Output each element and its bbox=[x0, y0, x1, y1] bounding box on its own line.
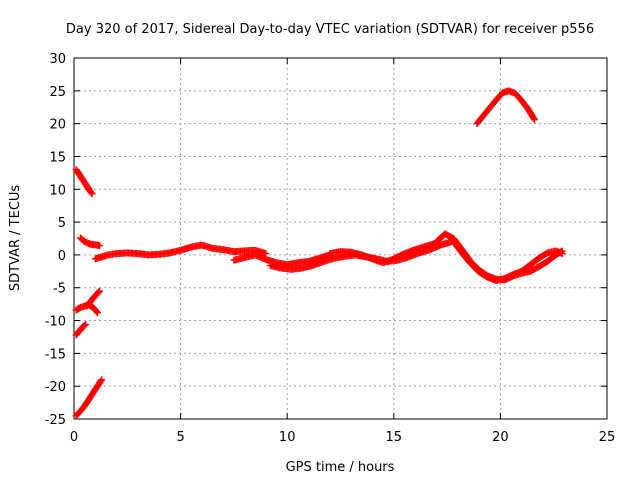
series-arc11 bbox=[83, 287, 104, 310]
x-tick-label: 15 bbox=[386, 430, 403, 445]
y-axis: -25 -20 -15 -10 -5 0 5 10 15 20 25 30 bbox=[45, 52, 607, 428]
y-tick-label: 5 bbox=[58, 216, 66, 231]
data-point bbox=[95, 288, 103, 296]
data-point bbox=[82, 320, 90, 328]
data-point bbox=[97, 377, 105, 385]
data-point bbox=[87, 189, 95, 197]
data-point bbox=[88, 190, 96, 198]
y-tick-label: 15 bbox=[49, 150, 66, 165]
series-arc12 bbox=[72, 320, 90, 339]
series-arc2 bbox=[76, 234, 104, 250]
series-arc4 bbox=[230, 251, 334, 269]
y-tick-label: 25 bbox=[49, 85, 66, 100]
x-axis-label: GPS time / hours bbox=[286, 460, 395, 475]
data-points bbox=[72, 87, 566, 420]
x-axis: 0 5 10 15 20 25 bbox=[70, 58, 615, 445]
data-point bbox=[531, 116, 539, 124]
x-tick-label: 25 bbox=[599, 430, 616, 445]
data-point bbox=[262, 250, 270, 258]
y-tick-label: -20 bbox=[45, 380, 66, 395]
series-arc9 bbox=[473, 87, 539, 128]
series-arc6 bbox=[326, 239, 440, 267]
y-tick-label: -25 bbox=[45, 413, 66, 428]
series-arc3 bbox=[91, 241, 270, 263]
data-point bbox=[558, 250, 566, 258]
y-tick-label: 30 bbox=[49, 52, 66, 67]
y-tick-label: -10 bbox=[45, 315, 66, 330]
series-arc1 bbox=[72, 166, 96, 198]
y-tick-label: 10 bbox=[49, 183, 66, 198]
y-tick-label: 0 bbox=[58, 249, 66, 264]
x-tick-label: 5 bbox=[176, 430, 184, 445]
series-arc8 bbox=[449, 238, 566, 285]
data-point bbox=[93, 308, 101, 316]
x-tick-label: 10 bbox=[279, 430, 296, 445]
data-point bbox=[530, 115, 538, 123]
data-point bbox=[96, 242, 104, 250]
chart-title: Day 320 of 2017, Sidereal Day-to-day VTE… bbox=[66, 22, 594, 37]
y-tick-label: -5 bbox=[53, 282, 66, 297]
plot-frame bbox=[73, 57, 608, 420]
data-point bbox=[81, 321, 89, 329]
data-point bbox=[98, 376, 106, 384]
data-point bbox=[93, 309, 101, 317]
series-arc13 bbox=[72, 376, 106, 420]
y-tick-label: 20 bbox=[49, 118, 66, 133]
y-axis-label: SDTVAR / TECUs bbox=[8, 185, 23, 292]
x-tick-label: 0 bbox=[70, 430, 78, 445]
data-point bbox=[96, 287, 104, 295]
x-tick-label: 20 bbox=[492, 430, 509, 445]
y-tick-label: -15 bbox=[45, 347, 66, 362]
